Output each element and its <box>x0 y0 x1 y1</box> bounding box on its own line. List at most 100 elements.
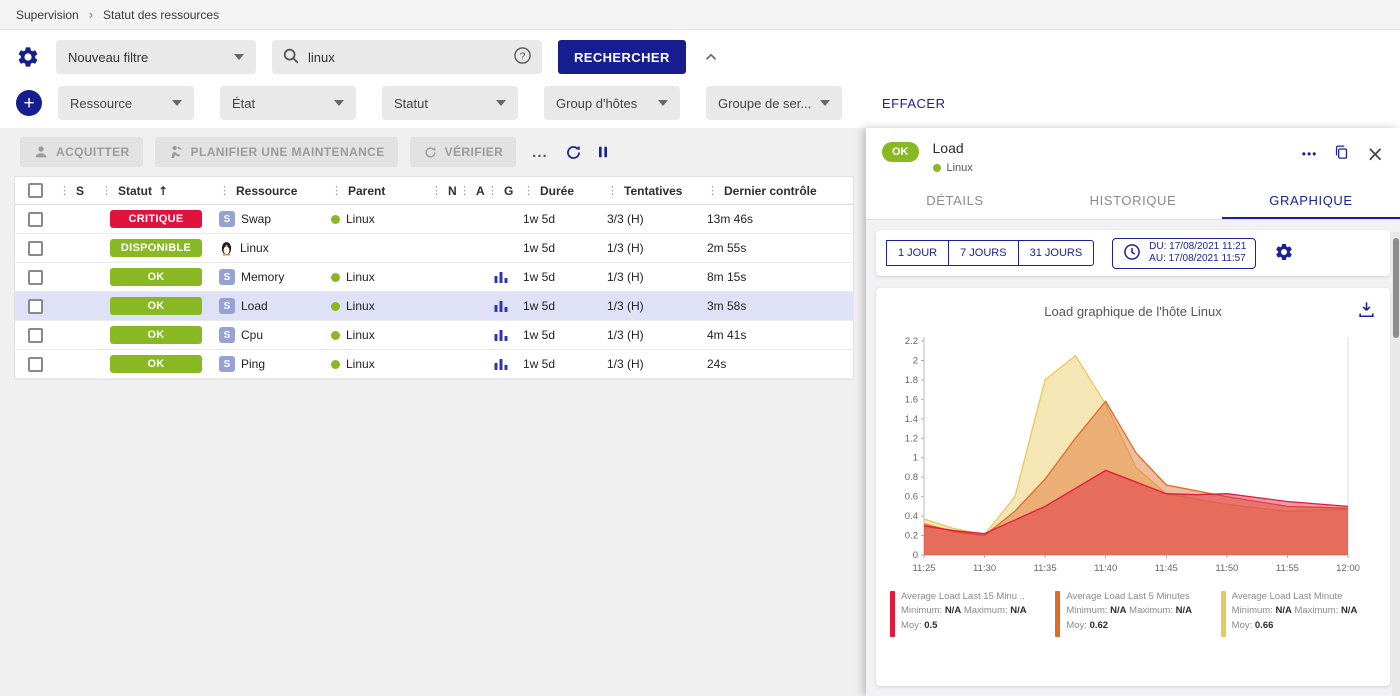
panel-tab[interactable]: HISTORIQUE <box>1044 182 1222 219</box>
status-badge: OK <box>110 355 202 373</box>
table-row[interactable]: OK S Load Linux <box>15 292 853 321</box>
download-icon[interactable] <box>1357 300 1376 322</box>
drag-handle-icon: ⋮ <box>331 184 342 197</box>
filter-preset-select[interactable]: Nouveau filtre <box>56 40 256 74</box>
criteria-dropdown[interactable]: Statut <box>382 86 518 120</box>
last-check-value: 4m 41s <box>707 328 747 342</box>
tries-value: 1/3 (H) <box>607 299 644 313</box>
svg-text:11:45: 11:45 <box>1155 563 1178 574</box>
row-checkbox[interactable] <box>27 298 43 314</box>
row-checkbox[interactable] <box>27 356 43 372</box>
legend-item[interactable]: Average Load Last 5 Minutes Minimum: N/A… <box>1055 591 1210 637</box>
maintenance-icon <box>170 145 181 158</box>
close-panel-icon[interactable]: × <box>1366 142 1384 166</box>
schedule-maintenance-button[interactable]: PLANIFIER UNE MAINTENANCE <box>154 137 398 167</box>
search-input[interactable] <box>308 49 505 65</box>
resource-name: Ping <box>241 357 266 371</box>
legend-color-bar <box>890 591 895 637</box>
search-help-icon[interactable]: ? <box>513 46 532 68</box>
header-status-label: Statut <box>118 183 152 198</box>
panel-tab[interactable]: DÉTAILS <box>866 182 1044 219</box>
table-row[interactable]: DISPONIBLE S Linux <box>15 234 853 263</box>
header-a[interactable]: ⋮ A <box>455 184 485 198</box>
table-row[interactable]: OK S Memory Linux <box>15 263 853 292</box>
time-range-button[interactable]: 7 JOURS <box>948 240 1018 266</box>
legend-color-bar <box>1055 591 1061 637</box>
svg-text:0: 0 <box>913 550 918 561</box>
row-checkbox[interactable] <box>27 327 43 343</box>
panel-more-options-icon[interactable]: ••• <box>1301 147 1318 161</box>
row-checkbox[interactable] <box>27 269 43 285</box>
row-checkbox[interactable] <box>27 240 43 256</box>
criteria-dropdown[interactable]: Groupe de ser... <box>706 86 842 120</box>
pause-icon[interactable] <box>595 144 611 160</box>
drag-handle-icon: ⋮ <box>219 184 230 197</box>
refresh-icon[interactable] <box>564 143 583 162</box>
criteria-label: État <box>232 95 256 111</box>
criteria-dropdown[interactable]: Ressource <box>58 86 194 120</box>
resource-name: Load <box>241 299 268 313</box>
filter-settings-gear-icon[interactable] <box>16 45 40 69</box>
legend-min-label: Minimum: <box>1231 605 1273 617</box>
time-range-button[interactable]: 31 JOURS <box>1017 240 1095 266</box>
graph-icon[interactable] <box>494 357 508 371</box>
header-last-check[interactable]: ⋮ Dernier contrôle <box>703 184 853 198</box>
breadcrumb-item-resource-status[interactable]: Statut des ressources <box>103 7 220 22</box>
legend-item[interactable]: Average Load Last Minute Minimum: N/A Ma… <box>1220 591 1376 637</box>
search-button[interactable]: RECHERCHER <box>558 40 686 74</box>
select-all-checkbox[interactable] <box>27 183 43 198</box>
table-row[interactable]: OK S Cpu Linux <box>15 321 853 350</box>
add-criteria-button[interactable]: + <box>16 90 42 116</box>
header-tries[interactable]: ⋮ Tentatives <box>603 184 703 198</box>
header-status[interactable]: ⋮ Statut ↑ <box>97 184 215 198</box>
chevron-down-icon <box>658 100 668 106</box>
scrollbar-thumb[interactable] <box>1393 238 1399 338</box>
header-n[interactable]: ⋮ N <box>427 184 457 198</box>
acknowledge-button[interactable]: ACQUITTER <box>20 137 143 167</box>
resources-table: ⋮ S ⋮ Statut ↑ ⋮ Ressource ⋮ Parent ⋮ N ⋮ A ⋮ G … <box>14 176 854 380</box>
search-icon <box>282 47 300 68</box>
duration-value: 1w 5d <box>523 212 556 226</box>
criteria-dropdown[interactable]: État <box>220 86 356 120</box>
graph-settings-gear-icon[interactable] <box>1274 242 1294 265</box>
tries-value: 1/3 (H) <box>607 357 644 371</box>
status-badge: OK <box>110 297 202 315</box>
check-button[interactable]: VÉRIFIER <box>409 137 517 167</box>
header-duration-label: Durée <box>540 183 575 198</box>
table-row[interactable]: CRITIQUE S Swap Linux <box>15 205 853 234</box>
header-severity[interactable]: ⋮ S <box>55 184 97 198</box>
row-checkbox[interactable] <box>27 211 43 227</box>
time-range-button[interactable]: 1 JOUR <box>886 240 949 266</box>
table-row[interactable]: OK S Ping Linux <box>15 350 853 379</box>
date-range-picker[interactable]: DU: 17/08/2021 11:21 AU: 17/08/2021 11:5… <box>1112 237 1257 269</box>
time-range-buttons: 1 JOUR 7 JOURS 31 JOURS <box>886 240 1095 266</box>
svg-text:0.6: 0.6 <box>905 492 918 503</box>
breadcrumb-separator-icon: › <box>88 7 94 22</box>
parent-name: Linux <box>346 357 375 371</box>
resource-name: Cpu <box>241 328 264 342</box>
graph-icon[interactable] <box>494 270 508 284</box>
chart-title: Load graphique de l'hôte Linux <box>1044 304 1222 319</box>
header-g[interactable]: ⋮ G <box>483 184 519 198</box>
criteria-dropdown[interactable]: Group d'hôtes <box>544 86 680 120</box>
chevron-down-icon <box>172 100 182 106</box>
panel-tab[interactable]: GRAPHIQUE <box>1222 182 1400 219</box>
parent-status-dot <box>331 272 340 282</box>
breadcrumb-item-supervision[interactable]: Supervision <box>16 7 79 22</box>
drag-handle-icon: ⋮ <box>459 184 470 197</box>
panel-scrollbar <box>1392 232 1400 696</box>
header-resource[interactable]: ⋮ Ressource <box>215 184 327 198</box>
graph-icon[interactable] <box>494 328 508 342</box>
time-range-label: 31 JOURS <box>1029 247 1083 259</box>
toolbar-more-icon[interactable]: ... <box>532 143 548 161</box>
parent-status-dot <box>331 214 340 224</box>
header-parent[interactable]: ⋮ Parent <box>327 184 427 198</box>
clear-filters-button[interactable]: EFFACER <box>882 95 946 111</box>
graph-icon[interactable] <box>494 299 508 313</box>
header-duration[interactable]: ⋮ Durée <box>519 184 603 198</box>
legend-item[interactable]: Average Load Last 15 Minu .. Minimum: N/… <box>890 591 1045 637</box>
search-box[interactable]: ? <box>272 40 542 74</box>
copy-link-icon[interactable] <box>1333 144 1350 164</box>
graph-card: Load graphique de l'hôte Linux 0 0.2 0.4 0.… <box>876 288 1390 686</box>
collapse-filters-chevron-up-icon[interactable] <box>702 48 720 66</box>
